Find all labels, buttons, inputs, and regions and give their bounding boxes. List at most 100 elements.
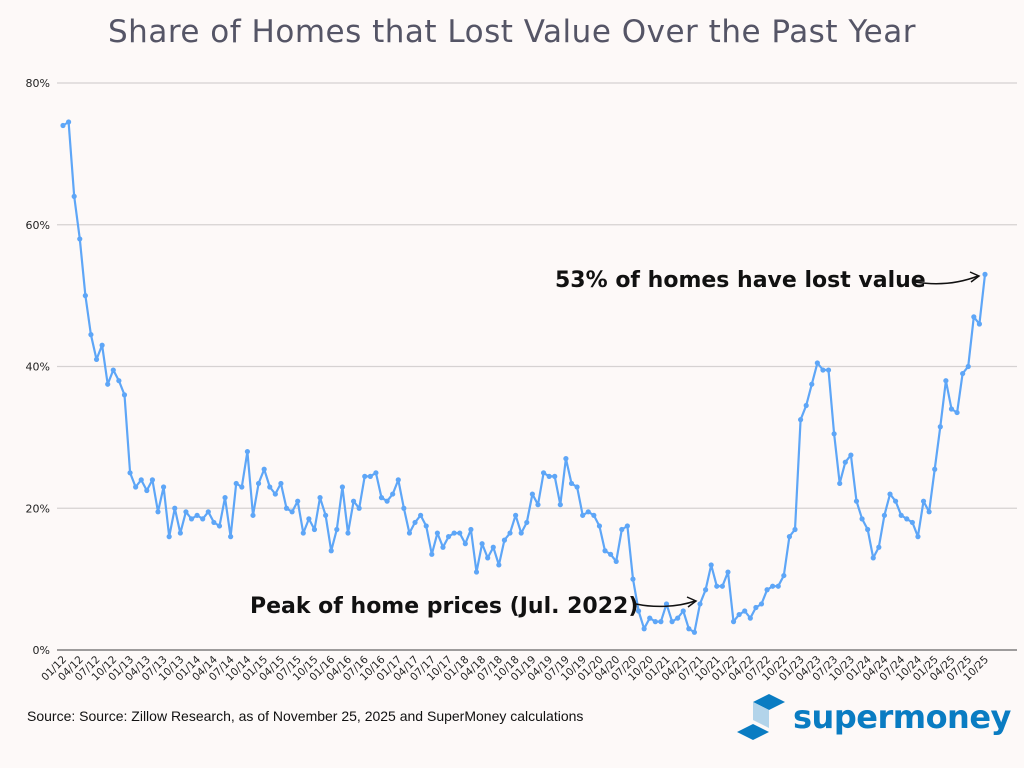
data-point [675,615,681,621]
data-point [937,424,943,430]
data-point [211,519,217,526]
data-point [619,526,625,533]
data-point [591,512,597,518]
data-point [160,484,167,490]
data-point [613,558,619,565]
data-point [982,271,988,277]
y-tick-label: 80% [26,77,50,90]
data-point [395,477,401,483]
data-point [116,378,122,384]
data-point [965,363,971,370]
data-point [725,569,731,575]
data-point [457,530,463,536]
data-point [719,583,725,589]
data-point [630,576,636,582]
data-point [71,193,77,199]
data-point [183,509,189,515]
data-point [552,473,558,479]
data-point [513,512,519,518]
data-point [920,498,927,504]
data-point [272,491,278,497]
data-point [423,523,429,529]
data-point [775,583,781,589]
data-point [138,477,144,483]
data-point [177,530,183,536]
data-point [585,509,591,515]
data-point [473,569,480,575]
data-point [65,119,72,125]
data-point [546,473,552,479]
data-point [93,356,100,363]
data-point [507,530,513,536]
data-point [635,608,642,614]
data-point [250,512,256,518]
data-point [300,530,306,536]
data-point [412,519,418,526]
data-point [462,541,468,547]
y-tick-label: 60% [26,219,50,232]
data-point [434,530,440,536]
data-point [373,470,379,476]
data-point [641,626,647,632]
data-point [809,381,815,387]
data-point [82,293,88,299]
data-point [127,470,133,476]
data-point [468,526,474,533]
data-point [870,555,876,561]
line-chart: 0% 20% 40% 60% 80% 01/1204/1207/1210/1201/13… [26,77,1017,684]
data-point [205,509,211,515]
data-point [602,548,608,554]
data-point [295,498,301,504]
data-point [708,562,714,568]
data-point [943,378,949,384]
data-point [328,548,334,554]
data-point [121,392,128,398]
data-point [658,619,664,625]
data-point [568,480,575,487]
grid [57,82,1017,651]
y-axis: 0% 20% 40% 60% 80% [26,77,50,657]
data-point [378,495,385,501]
source-note: Source: Source: Zillow Research, as of N… [27,708,584,724]
data-point [110,367,116,373]
data-point [261,466,267,472]
data-point [99,342,105,348]
data-point [574,484,580,490]
data-point [239,484,245,490]
data-point [479,541,485,547]
data-point [686,626,692,632]
logo-text: supermoney [793,698,1011,736]
data-point [820,367,826,373]
data-point [406,530,413,536]
data-point [345,530,351,536]
annotation-arrow [914,275,979,285]
data-point [580,512,586,518]
data-point [624,523,630,529]
data-point [390,491,396,497]
data-point [194,512,200,518]
data-point [289,509,295,515]
data-point [714,583,720,589]
data-point [306,516,312,522]
data-point [898,512,904,518]
annotation-peak: Peak of home prices (Jul. 2022) [250,594,638,619]
data-point [77,236,83,242]
annotation-arrow [635,600,696,608]
data-point [887,491,893,497]
data-point [647,615,653,621]
data-point [798,417,804,423]
data-point [144,487,150,494]
data-point [267,484,273,490]
y-tick-label: 0% [33,644,50,657]
data-point [904,516,910,522]
data-point [753,604,759,611]
data-point [758,601,765,607]
series [60,119,988,635]
data-point [418,512,424,518]
data-point [825,367,832,373]
data-point [814,360,820,366]
data-point [339,484,345,490]
data-point [518,530,524,536]
data-point [932,466,938,472]
data-point [865,526,871,533]
